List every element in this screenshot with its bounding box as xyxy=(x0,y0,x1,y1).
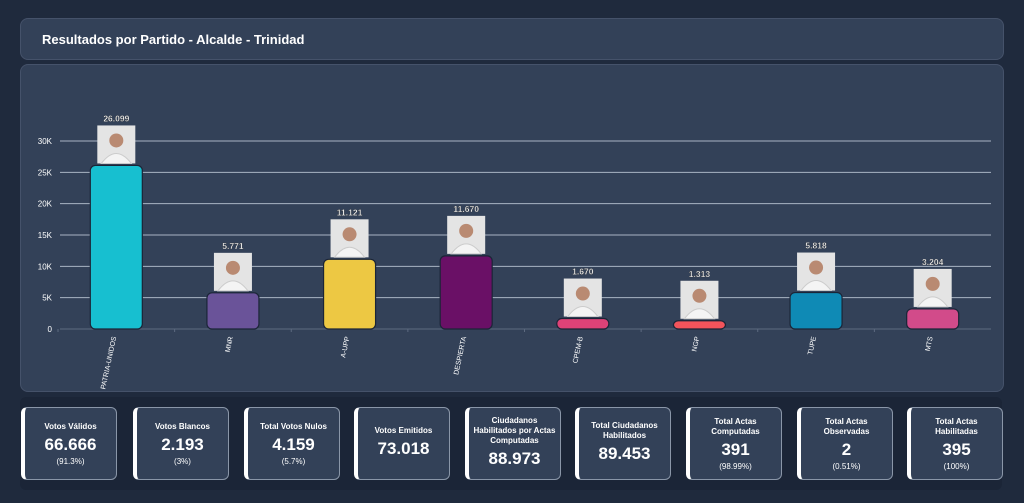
bar xyxy=(206,292,260,330)
stat-card: Total Actas Computadas 391 (98.99%) xyxy=(686,407,782,480)
data-label: 5.771 xyxy=(222,241,244,251)
x-tick-label: A-UPP xyxy=(340,336,351,359)
x-tick-label: TUPE xyxy=(807,336,818,356)
bar xyxy=(789,291,843,330)
y-tick-label: 10K xyxy=(38,262,53,271)
stat-value: 4.159 xyxy=(272,434,315,454)
stat-value: 2 xyxy=(841,439,852,459)
stat-label: Total Actas Habilitadas xyxy=(935,416,978,436)
y-tick-label: 30K xyxy=(38,137,53,146)
candidate-photo xyxy=(680,280,719,320)
y-tick-label: 0 xyxy=(48,325,53,334)
chart-card: 0 5K 10K 15K 20K 25K 30K 26.099 PATRIA-UNIDOS 5.7… xyxy=(20,64,1004,392)
stat-percent: (98.99%) xyxy=(719,461,752,471)
x-tick-label: MTS xyxy=(925,336,935,352)
data-label: 1.313 xyxy=(689,269,711,279)
stat-label: Votos Válidos xyxy=(44,421,97,431)
person-head-icon xyxy=(459,223,474,238)
stat-card: Votos Emitidos 73.018 xyxy=(354,407,450,480)
x-tick-label: DESPIERTA xyxy=(453,336,468,376)
data-label: 3.204 xyxy=(922,257,944,267)
stat-value: 2.193 xyxy=(161,434,204,454)
data-label: 11.121 xyxy=(337,207,363,217)
stat-label: Total Votos Nulos xyxy=(260,421,327,431)
person-body-icon xyxy=(800,280,833,292)
person-body-icon xyxy=(450,243,483,255)
y-tick-label: 15K xyxy=(38,231,53,240)
bar xyxy=(906,308,960,330)
y-tick-label: 25K xyxy=(38,168,53,177)
person-head-icon xyxy=(225,260,240,275)
stat-card: Votos Blancos 2.193 (3%) xyxy=(133,407,229,480)
candidate-photo xyxy=(913,268,952,308)
stat-value: 66.666 xyxy=(44,434,97,454)
candidate-photo xyxy=(797,252,836,292)
stat-card: Votos Válidos 66.666 (91.3%) xyxy=(21,407,117,480)
candidate-photo xyxy=(563,278,602,318)
stat-label: Total Actas Observadas xyxy=(823,416,870,436)
stat-label: Votos Emitidos xyxy=(374,426,433,435)
stat-label: Total Actas Computadas xyxy=(711,416,760,436)
stat-card: Total Ciudadanos Habilitados 89.453 xyxy=(575,407,671,480)
person-body-icon xyxy=(333,246,366,258)
title-card: Resultados por Partido - Alcalde - Trini… xyxy=(20,18,1004,60)
bar xyxy=(556,317,610,330)
candidate-photo xyxy=(213,252,252,292)
stat-label: Ciudadanos Habilitados por Actas Computa… xyxy=(473,416,556,445)
bar xyxy=(322,258,377,330)
stats-panel: Votos Válidos 66.666 (91.3%) Votos Blancos 2… xyxy=(20,397,1003,490)
stat-label: Total Ciudadanos Habilitados xyxy=(591,421,658,440)
page-title: Resultados por Partido - Alcalde - Trini… xyxy=(42,32,305,47)
person-head-icon xyxy=(575,286,590,301)
person-head-icon xyxy=(692,288,707,303)
stat-card: Total Actas Habilitadas 395 (100%) xyxy=(907,407,1003,480)
candidate-photo xyxy=(447,215,486,255)
stat-value: 73.018 xyxy=(377,439,430,458)
stat-card: Ciudadanos Habilitados por Actas Computa… xyxy=(465,407,561,480)
person-head-icon xyxy=(809,260,824,275)
stat-value: 395 xyxy=(942,439,971,459)
x-tick-label: PATRIA-UNIDOS xyxy=(100,336,118,390)
stat-percent: (91.3%) xyxy=(56,456,85,466)
data-label: 11.670 xyxy=(453,204,479,214)
candidate-photo xyxy=(97,125,136,164)
stat-value: 88.973 xyxy=(488,449,541,468)
stat-percent: (100%) xyxy=(943,461,970,471)
person-head-icon xyxy=(925,276,940,291)
bar xyxy=(672,320,727,330)
stat-value: 89.453 xyxy=(598,444,651,463)
stat-value: 391 xyxy=(721,439,750,459)
candidate-photo xyxy=(330,219,369,258)
stat-label: Votos Blancos xyxy=(155,421,210,431)
stat-percent: (5.7%) xyxy=(281,456,306,466)
bar xyxy=(89,164,143,330)
bar-chart: 0 5K 10K 15K 20K 25K 30K 26.099 PATRIA-UNIDOS 5.7… xyxy=(38,113,991,390)
x-tick-label: MNR xyxy=(225,336,235,353)
y-tick-label: 20K xyxy=(38,200,53,209)
person-body-icon xyxy=(916,296,949,308)
data-label: 26.099 xyxy=(103,113,129,123)
stat-percent: (0.51%) xyxy=(832,461,861,471)
person-body-icon xyxy=(683,308,716,320)
bar xyxy=(439,255,493,330)
data-label: 5.818 xyxy=(805,241,827,251)
x-tick-label: NGP xyxy=(691,336,701,353)
person-head-icon xyxy=(342,227,357,242)
x-tick-label: CPEM-B xyxy=(572,336,585,364)
y-tick-label: 5K xyxy=(42,294,52,303)
stat-card: Total Actas Observadas 2 (0.51%) xyxy=(797,407,893,480)
person-body-icon xyxy=(100,152,133,164)
data-label: 1.670 xyxy=(572,267,594,277)
stat-percent: (3%) xyxy=(174,456,191,466)
person-body-icon xyxy=(566,306,599,318)
stat-card: Total Votos Nulos 4.159 (5.7%) xyxy=(244,407,340,480)
person-head-icon xyxy=(109,133,124,148)
person-body-icon xyxy=(216,280,249,292)
